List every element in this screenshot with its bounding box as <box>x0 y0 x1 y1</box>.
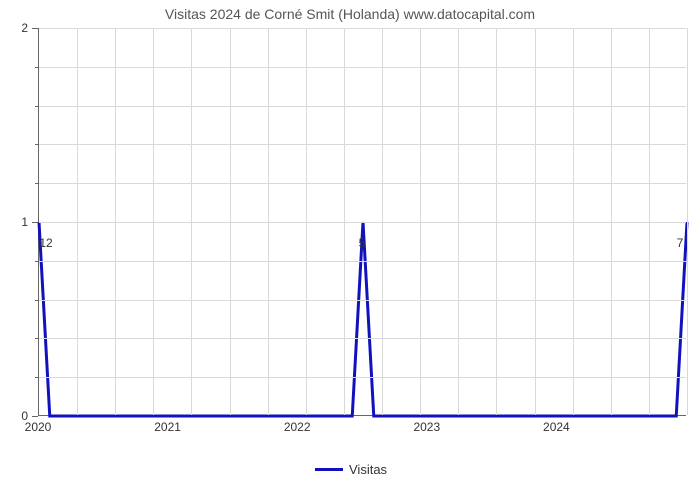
grid-horizontal <box>39 377 686 378</box>
x-tick-label: 2024 <box>543 420 570 434</box>
data-point-label: 5 <box>359 236 366 250</box>
plot-area <box>38 28 686 416</box>
grid-horizontal <box>39 106 686 107</box>
grid-horizontal <box>39 261 686 262</box>
y-tick-minor <box>35 261 38 262</box>
y-tick-minor <box>35 67 38 68</box>
grid-horizontal <box>39 300 686 301</box>
legend-label: Visitas <box>349 462 387 477</box>
y-tick-label: 1 <box>0 215 28 229</box>
grid-horizontal <box>39 338 686 339</box>
grid-horizontal <box>39 144 686 145</box>
y-tick <box>32 28 38 29</box>
grid-horizontal <box>39 28 686 29</box>
grid-horizontal <box>39 183 686 184</box>
y-tick-label: 2 <box>0 21 28 35</box>
y-tick <box>32 222 38 223</box>
y-tick-minor <box>35 300 38 301</box>
x-tick-label: 2023 <box>413 420 440 434</box>
x-tick-label: 2020 <box>25 420 52 434</box>
grid-horizontal <box>39 67 686 68</box>
y-tick-minor <box>35 106 38 107</box>
grid-vertical <box>687 28 688 415</box>
y-tick-minor <box>35 183 38 184</box>
y-tick-minor <box>35 144 38 145</box>
legend-swatch <box>315 468 343 471</box>
y-tick-minor <box>35 377 38 378</box>
y-tick-minor <box>35 338 38 339</box>
chart-container: Visitas 2024 de Corné Smit (Holanda) www… <box>0 0 700 500</box>
chart-title: Visitas 2024 de Corné Smit (Holanda) www… <box>0 6 700 22</box>
x-tick-label: 2021 <box>154 420 181 434</box>
series-line <box>39 222 687 416</box>
y-tick <box>32 416 38 417</box>
grid-horizontal <box>39 222 686 223</box>
x-tick-label: 2022 <box>284 420 311 434</box>
legend: Visitas <box>315 462 387 477</box>
data-point-label: 12 <box>39 236 52 250</box>
data-point-label: 7 <box>677 236 684 250</box>
